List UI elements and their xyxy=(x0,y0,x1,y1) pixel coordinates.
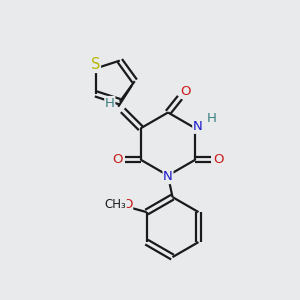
Text: S: S xyxy=(91,57,100,72)
Text: N: N xyxy=(163,170,173,184)
Text: H: H xyxy=(105,97,115,110)
Text: N: N xyxy=(193,120,202,133)
Text: O: O xyxy=(214,153,224,166)
Text: H: H xyxy=(207,112,217,125)
Text: CH₃: CH₃ xyxy=(104,198,126,211)
Text: O: O xyxy=(122,198,133,211)
Text: O: O xyxy=(180,85,190,98)
Text: O: O xyxy=(112,153,122,166)
